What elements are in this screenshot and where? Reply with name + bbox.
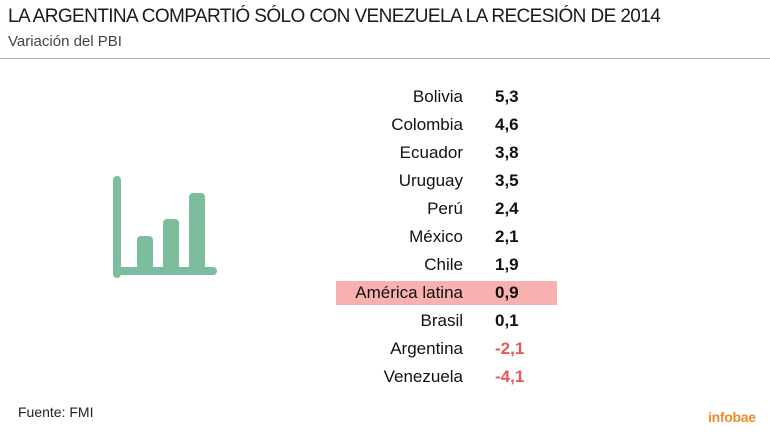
gdp-value: -2,1 <box>495 339 525 358</box>
table-row: Colombia 4,6 <box>300 112 600 138</box>
country-label: Chile <box>424 255 463 274</box>
table-row: Bolivia 5,3 <box>300 84 600 110</box>
gdp-value: 0,1 <box>495 311 519 330</box>
bar-chart-icon <box>113 176 217 278</box>
gdp-value: 2,4 <box>495 199 519 218</box>
gdp-value: 5,3 <box>495 87 519 106</box>
country-label: Ecuador <box>399 143 463 162</box>
country-label: Uruguay <box>398 171 463 190</box>
gdp-value: 3,8 <box>495 143 519 162</box>
table-row: América latina 0,9 <box>300 280 600 306</box>
chart-title: LA ARGENTINA COMPARTIÓ SÓLO CON VENEZUEL… <box>8 6 661 27</box>
highlight-bar <box>336 281 557 305</box>
table-row: Argentina -2,1 <box>300 336 600 362</box>
divider <box>0 58 770 59</box>
gdp-value: -4,1 <box>495 367 525 386</box>
gdp-value: 4,6 <box>495 115 519 134</box>
table-row: Venezuela -4,1 <box>300 364 600 390</box>
infobae-logo: infobae <box>708 409 756 425</box>
country-label: Bolivia <box>412 87 463 106</box>
country-label: América latina <box>355 283 463 302</box>
table-row: Ecuador 3,8 <box>300 140 600 166</box>
table-row: Perú 2,4 <box>300 196 600 222</box>
table-row: Uruguay 3,5 <box>300 168 600 194</box>
gdp-value: 1,9 <box>495 255 519 274</box>
country-label: Argentina <box>390 339 463 358</box>
table-row: México 2,1 <box>300 224 600 250</box>
gdp-value: 3,5 <box>495 171 519 190</box>
gdp-value: 0,9 <box>495 283 519 302</box>
country-label: México <box>409 227 463 246</box>
source-note: Fuente: FMI <box>18 404 94 420</box>
country-label: Venezuela <box>383 367 463 386</box>
country-label: Brasil <box>420 311 463 330</box>
chart-subtitle: Variación del PBI <box>8 33 122 50</box>
table-row: Chile 1,9 <box>300 252 600 278</box>
table-row: Brasil 0,1 <box>300 308 600 334</box>
country-label: Perú <box>427 199 463 218</box>
country-label: Colombia <box>391 115 463 134</box>
gdp-value: 2,1 <box>495 227 519 246</box>
